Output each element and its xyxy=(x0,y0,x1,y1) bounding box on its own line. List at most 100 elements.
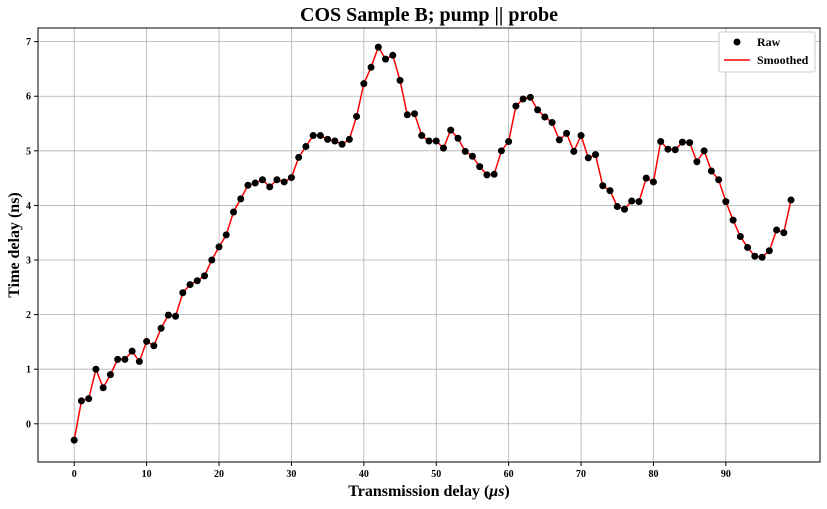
raw-data-point xyxy=(541,113,549,121)
raw-data-point xyxy=(179,289,187,297)
x-tick-label: 20 xyxy=(214,469,224,480)
y-tick-label: 6 xyxy=(26,92,31,103)
raw-data-point xyxy=(577,132,585,140)
chart-title: COS Sample B; pump || probe xyxy=(300,4,558,26)
raw-data-point xyxy=(765,247,773,255)
raw-data-point xyxy=(570,147,578,155)
raw-data-point xyxy=(157,324,165,332)
raw-data-point xyxy=(592,151,600,159)
raw-data-point xyxy=(99,384,107,392)
raw-data-point xyxy=(92,365,100,373)
y-tick-label: 0 xyxy=(26,419,31,430)
raw-data-point xyxy=(606,187,614,195)
raw-data-point xyxy=(563,129,571,137)
raw-data-point xyxy=(642,174,650,182)
raw-data-point xyxy=(649,178,657,186)
raw-data-point xyxy=(208,256,216,264)
plot-frame xyxy=(37,27,821,463)
raw-data-point xyxy=(773,226,781,234)
raw-data-point xyxy=(722,198,730,206)
raw-data-point xyxy=(389,51,397,59)
raw-data-point xyxy=(505,138,513,146)
raw-data-point xyxy=(266,183,274,191)
raw-data-point xyxy=(287,174,295,182)
raw-data-point xyxy=(135,358,143,366)
raw-data-point xyxy=(497,147,505,155)
raw-data-point xyxy=(584,154,592,162)
x-axis-label: Transmission delay (μs) xyxy=(348,483,510,500)
raw-data-point xyxy=(295,153,303,161)
legend-raw-marker xyxy=(733,38,741,46)
legend-raw-label: Raw xyxy=(757,35,781,49)
raw-data-point xyxy=(186,281,194,289)
raw-data-point xyxy=(222,231,230,239)
legend: Raw Smoothed xyxy=(718,31,816,73)
y-tick-label: 4 xyxy=(26,201,31,212)
raw-data-point xyxy=(345,135,353,143)
raw-data-point xyxy=(273,176,281,184)
raw-data-point xyxy=(367,63,375,71)
y-tick-label: 7 xyxy=(26,37,31,48)
y-tick-label: 3 xyxy=(26,256,31,267)
y-axis-ticks: 0 1 2 3 4 5 6 7 xyxy=(26,37,38,430)
x-tick-label: 90 xyxy=(721,469,731,480)
raw-data-point xyxy=(686,139,694,147)
raw-data-point xyxy=(621,205,628,213)
raw-data-point xyxy=(736,233,744,241)
raw-data-point xyxy=(671,146,679,154)
raw-data-point xyxy=(316,132,324,140)
plot-area xyxy=(70,43,795,444)
raw-data-point xyxy=(534,106,542,114)
raw-data-point xyxy=(555,136,563,144)
raw-data-point xyxy=(744,243,752,251)
raw-data-point xyxy=(403,111,411,119)
raw-data-point xyxy=(237,195,245,203)
raw-data-point xyxy=(302,142,310,150)
raw-data-point xyxy=(418,132,426,140)
raw-data-point xyxy=(172,312,180,320)
raw-data-point xyxy=(353,112,361,120)
raw-data-point xyxy=(425,137,433,145)
raw-data-point xyxy=(476,163,484,171)
raw-data-point xyxy=(215,243,223,251)
y-axis-label: Time delay (ns) xyxy=(6,192,23,297)
raw-data-point xyxy=(657,138,665,146)
x-tick-label: 40 xyxy=(359,469,369,480)
raw-data-point xyxy=(251,179,259,187)
raw-data-point xyxy=(411,110,419,118)
raw-data-point xyxy=(707,167,715,175)
y-tick-label: 1 xyxy=(26,365,31,376)
x-axis-ticks: 0 10 20 30 40 50 60 70 80 90 xyxy=(72,462,731,480)
raw-data-point xyxy=(664,145,672,153)
raw-data-point xyxy=(454,134,462,142)
x-tick-label: 30 xyxy=(286,469,296,480)
raw-data-point xyxy=(512,102,520,110)
raw-data-point xyxy=(468,152,476,160)
raw-data-point xyxy=(700,147,708,155)
raw-data-point xyxy=(526,93,534,101)
raw-data-point xyxy=(70,436,78,444)
raw-data-point xyxy=(106,371,114,379)
raw-data-point xyxy=(324,135,332,143)
raw-data-point xyxy=(338,140,346,148)
raw-data-point xyxy=(128,347,136,355)
x-tick-label: 60 xyxy=(504,469,514,480)
raw-data-point xyxy=(230,208,237,216)
raw-data-point xyxy=(396,76,404,84)
raw-data-point xyxy=(780,229,788,237)
raw-data-point xyxy=(201,272,209,280)
x-tick-label: 80 xyxy=(648,469,658,480)
y-tick-label: 2 xyxy=(26,310,31,321)
x-tick-label: 10 xyxy=(142,469,152,480)
raw-data-point xyxy=(382,55,390,63)
x-tick-label: 70 xyxy=(576,469,586,480)
raw-data-point xyxy=(678,138,686,146)
raw-data-point xyxy=(150,342,158,350)
raw-data-point xyxy=(729,216,737,224)
raw-data-point xyxy=(193,277,201,285)
raw-data-point xyxy=(548,118,556,126)
raw-data-point xyxy=(628,197,636,205)
x-tick-label: 50 xyxy=(431,469,441,480)
y-tick-label: 5 xyxy=(26,146,31,157)
raw-data-point xyxy=(490,170,498,178)
